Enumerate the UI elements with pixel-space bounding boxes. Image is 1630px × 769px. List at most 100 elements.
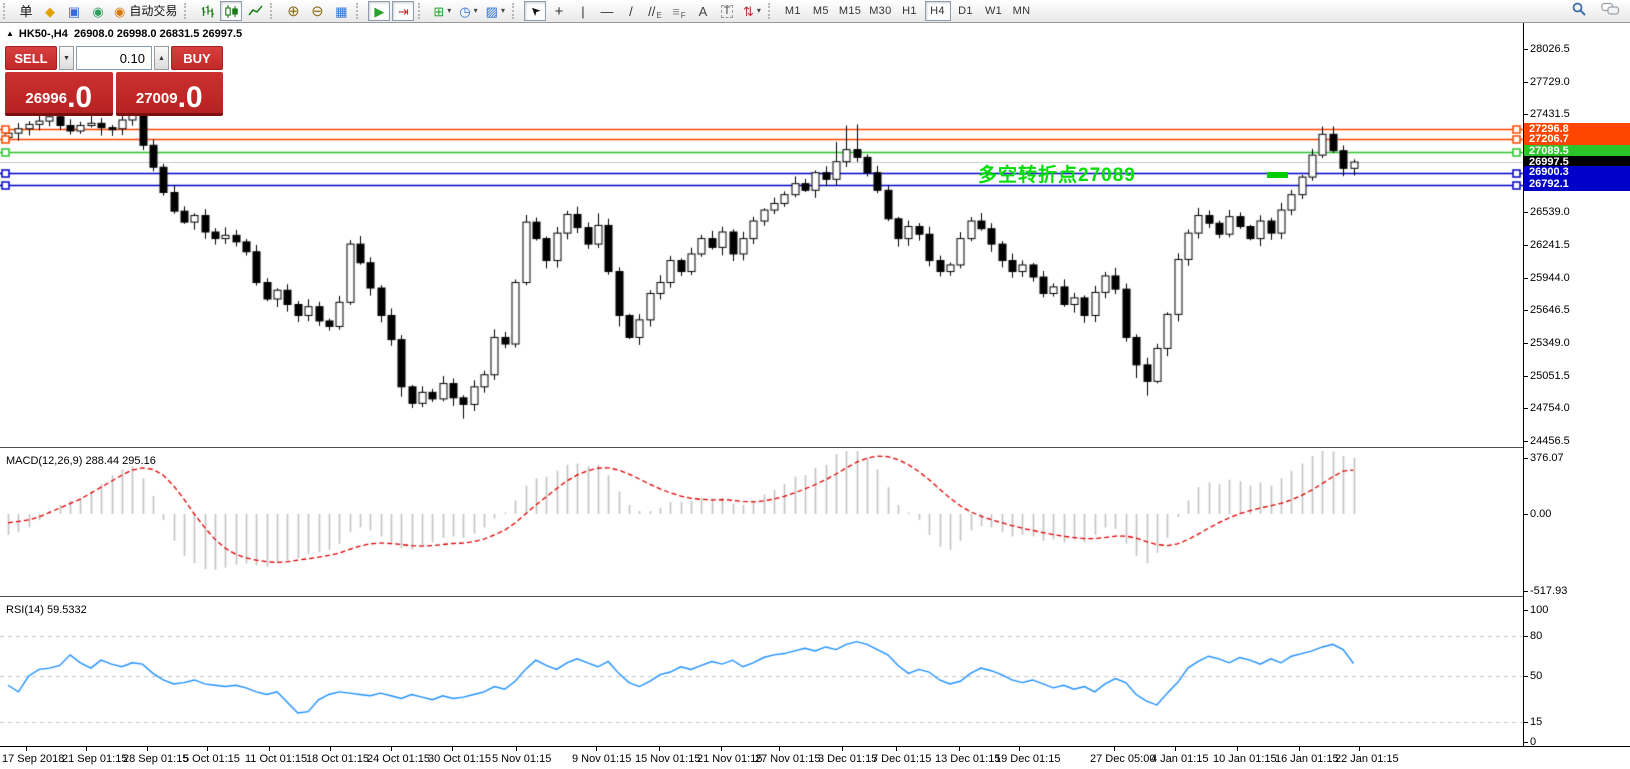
templates-button[interactable]: ▨ ▾ — [483, 1, 508, 21]
rsi-indicator-chart[interactable] — [0, 600, 1523, 746]
timeframe-m5-button[interactable]: M5 — [808, 1, 834, 21]
chevron-down-icon[interactable]: ▾ — [473, 6, 478, 15]
periods-icon: ◷ — [459, 3, 471, 19]
price-tick-label: 25944.0 — [1530, 271, 1570, 284]
line-chart-type-button[interactable] — [244, 1, 266, 21]
green-line-segment[interactable] — [1267, 172, 1288, 178]
macd-tick-label: 0.00 — [1530, 508, 1552, 520]
level-price-tag[interactable]: 27206.7 — [1524, 132, 1630, 146]
history-center-icon[interactable]: ◆ — [39, 1, 61, 21]
candlestick-chart-type-button[interactable] — [220, 1, 243, 21]
price-tick-label: 24456.5 — [1530, 435, 1570, 448]
time-tick-label: 22 Jan 01:15 — [1335, 753, 1399, 765]
toolbar-grip[interactable] — [184, 3, 191, 19]
auto-scroll-button[interactable]: ▶ — [368, 1, 391, 21]
tile-windows-button[interactable]: ▦ — [330, 1, 352, 21]
price-tick-label: 26241.5 — [1530, 239, 1570, 252]
time-tick-label: 3 Dec 01:15 — [818, 753, 878, 765]
toolbar-grip[interactable] — [270, 3, 277, 19]
chevron-down-icon[interactable]: ▾ — [447, 6, 452, 15]
chart-text-annotation[interactable]: 多空转折点27089 — [978, 165, 1136, 186]
new-order-button[interactable]: 单 — [15, 1, 37, 21]
chat-button[interactable] — [1601, 2, 1620, 22]
collapse-arrow-icon[interactable]: ▲ — [6, 29, 14, 38]
equidistant-channel-button[interactable]: //E — [644, 1, 666, 21]
level-price-tag[interactable]: 26900.3 — [1524, 166, 1630, 180]
new-chart-window-icon[interactable]: ▣ — [63, 1, 85, 21]
autotrading-button[interactable]: ◉ 自动交易 — [111, 1, 180, 21]
toolbar-grip[interactable] — [767, 3, 775, 19]
equidistant-channel-button-sub: E — [656, 11, 662, 20]
level-price-tag[interactable]: 26792.1 — [1524, 178, 1630, 192]
price-tick-label: 25349.0 — [1530, 337, 1570, 350]
macd-indicator-label: MACD(12,26,9) 288.44 295.16 — [6, 455, 156, 467]
cursor-button[interactable]: ➤ — [523, 1, 546, 21]
one-click-trading-panel: SELL ▼ 0.10 ▲ BUY 26996.0 27009.0 — [5, 46, 223, 116]
macd-tick-mark — [1524, 514, 1528, 515]
volume-input[interactable]: 0.10 — [76, 46, 152, 70]
time-tick-label: 19 Dec 01:15 — [995, 753, 1061, 765]
buy-button[interactable]: BUY — [171, 46, 223, 70]
sell-price-panel[interactable]: 26996.0 — [5, 72, 113, 116]
group-drawing-tools: ➤ + | — ///E ≡ F A T ⇅ ▾ — [509, 0, 765, 22]
timeframe-h1-button[interactable]: H1 — [897, 1, 923, 21]
crosshair-button[interactable]: + — [548, 1, 570, 21]
macd-indicator-chart[interactable] — [0, 451, 1523, 597]
group-timeframes: M1 M5 M15 M30 H1 H4 D1 W1 MN — [765, 0, 1036, 22]
text-button[interactable]: A — [692, 1, 714, 21]
rsi-tick-label: 50 — [1530, 670, 1543, 682]
timeframe-m1-button[interactable]: M1 — [780, 1, 806, 21]
chart-shift-button[interactable]: ⇥ — [392, 1, 415, 21]
time-tick-mark — [659, 747, 660, 751]
search-button[interactable] — [1571, 1, 1587, 22]
time-tick-label: 5 Nov 01:15 — [492, 753, 552, 765]
time-axis[interactable]: 17 Sep 2018 21 Sep 01:15 28 Sep 01:15 5 Oct… — [0, 746, 1630, 769]
volume-increase-button[interactable]: ▲ — [154, 46, 169, 70]
toolbar-grip[interactable] — [511, 3, 519, 19]
time-tick-mark — [1299, 747, 1300, 751]
time-tick-label: 16 Jan 01:15 — [1275, 753, 1339, 765]
text-icon: A — [698, 3, 708, 19]
group-chart-type — [181, 0, 267, 22]
timeframe-d1-button[interactable]: D1 — [953, 1, 979, 21]
chevron-down-icon[interactable]: ▾ — [756, 6, 761, 15]
horizontal-line-button[interactable]: — — [596, 1, 618, 21]
time-tick-mark — [1114, 747, 1115, 751]
price-axis[interactable]: 28026.527729.027431.527134.026836.526539… — [1523, 23, 1630, 748]
current-price-tag[interactable]: 26997.5 — [1524, 155, 1630, 169]
toolbar-grip[interactable] — [356, 3, 363, 19]
toolbar-grip[interactable] — [418, 3, 425, 19]
arrows-button[interactable]: ⇅ ▾ — [740, 1, 764, 21]
zoom-in-icon: ⊕ — [287, 2, 300, 20]
timeframe-m30-button[interactable]: M30 — [866, 1, 894, 21]
time-tick-mark — [269, 747, 270, 751]
indicators-button[interactable]: ⊞ ▾ — [430, 1, 454, 21]
toolbar-grip[interactable] — [3, 3, 10, 19]
fibonacci-button[interactable]: ≡ F — [668, 1, 690, 21]
price-tick-mark — [1524, 376, 1528, 377]
zoom-out-button[interactable]: ⊖ — [306, 1, 328, 21]
zoom-in-button[interactable]: ⊕ — [282, 1, 304, 21]
time-tick-label: 24 Oct 01:15 — [367, 753, 430, 765]
timeframe-h4-button[interactable]: H4 — [924, 1, 951, 21]
vertical-line-button[interactable]: | — [572, 1, 594, 21]
rsi-tick-mark — [1524, 610, 1528, 611]
buy-price-panel[interactable]: 27009.0 — [115, 72, 223, 116]
timeframe-w1-button[interactable]: W1 — [981, 1, 1007, 21]
volume-decrease-button[interactable]: ▼ — [59, 46, 74, 70]
timeframe-m15-button[interactable]: M15 — [836, 1, 864, 21]
chevron-down-icon[interactable]: ▾ — [500, 6, 505, 15]
periods-button[interactable]: ◷ ▾ — [456, 1, 480, 21]
horizontal-line-icon: — — [600, 3, 614, 19]
level-price-tag[interactable]: 27296.8 — [1524, 122, 1630, 136]
alerts-sound-icon[interactable]: ◉ — [87, 1, 109, 21]
rsi-indicator-label: RSI(14) 59.5332 — [6, 604, 87, 616]
cursor-icon: ➤ — [526, 2, 544, 20]
text-label-button[interactable]: T — [716, 1, 738, 21]
main-price-chart[interactable] — [0, 23, 1523, 448]
sell-button[interactable]: SELL — [5, 46, 57, 70]
timeframe-mn-button[interactable]: MN — [1009, 1, 1035, 21]
trendline-button[interactable]: / — [620, 1, 642, 21]
bar-chart-type-button[interactable] — [196, 1, 218, 21]
level-price-tag[interactable]: 27089.5 — [1524, 145, 1630, 159]
